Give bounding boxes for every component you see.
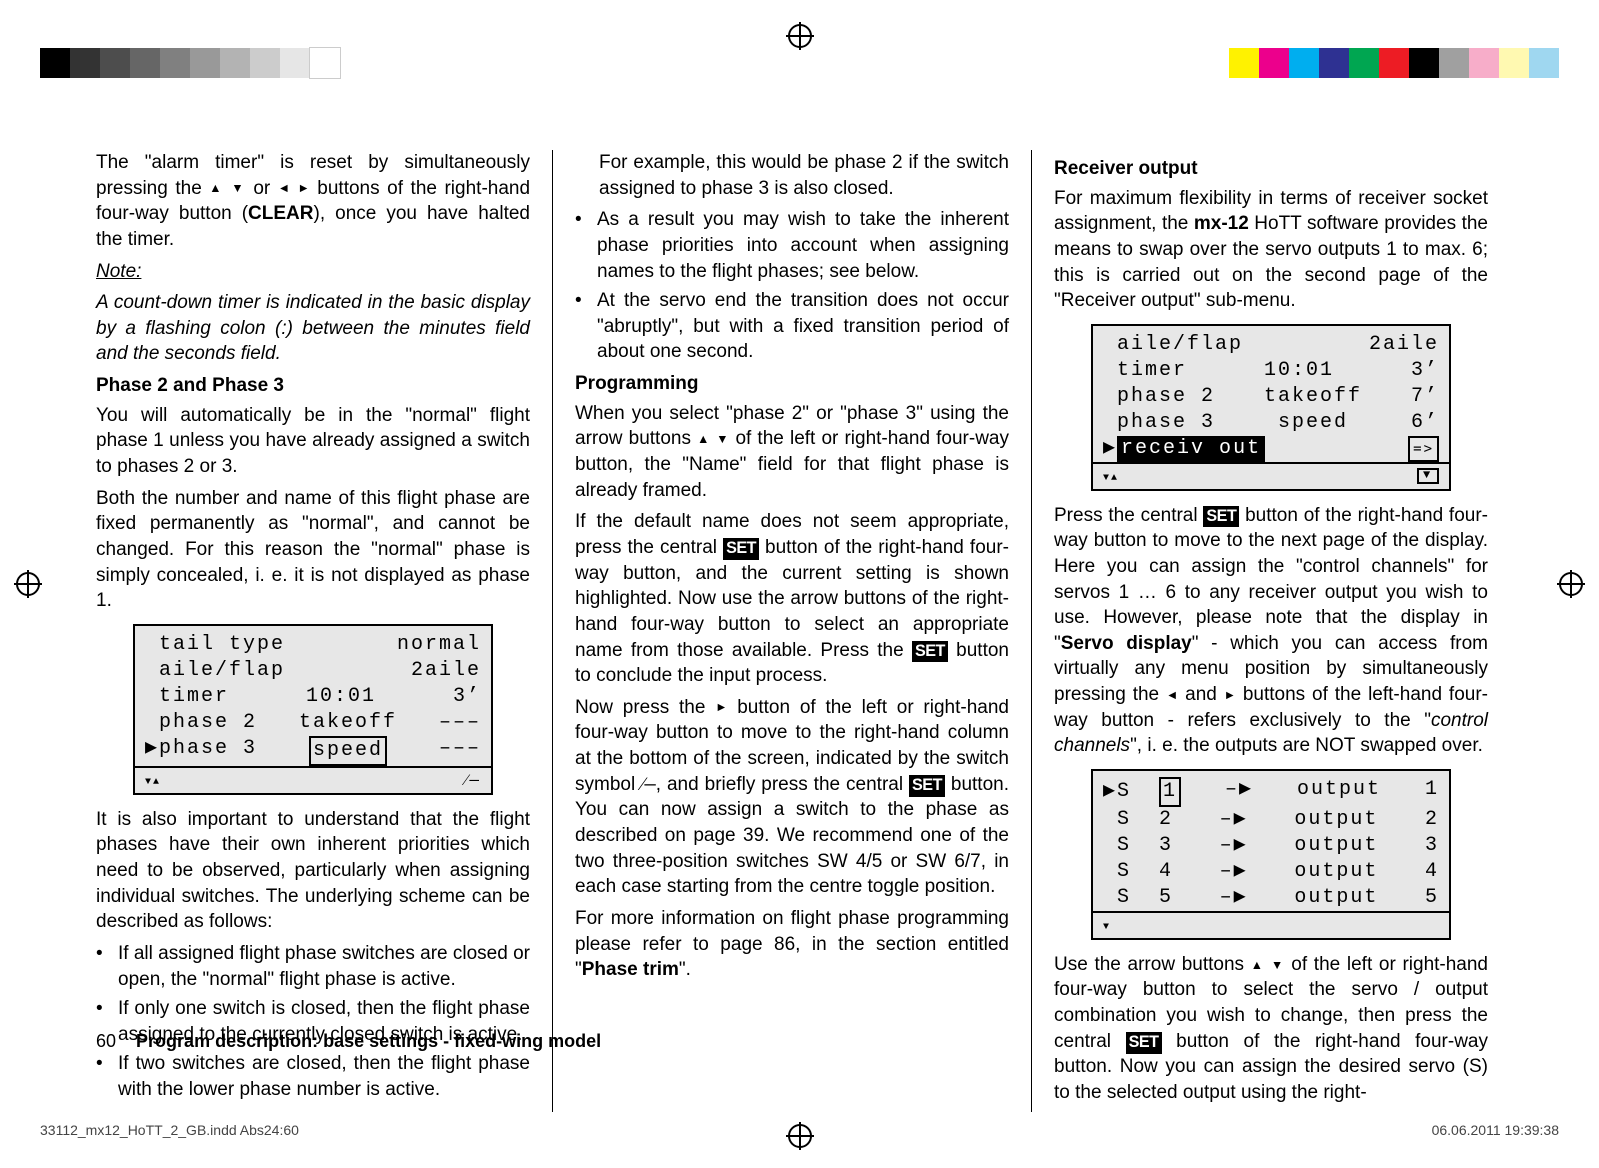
registration-target-left: [16, 572, 40, 596]
switch-symbol-icon: ⁄–: [465, 770, 481, 790]
print-registration-bar: [0, 24, 1599, 54]
receiver-output-heading: Receiver output: [1054, 156, 1488, 182]
swatch: [1379, 48, 1409, 78]
up-icon: [697, 428, 710, 449]
registration-target-bottom: [788, 1124, 812, 1148]
phase-rule-3: If two switches are closed, then the fli…: [118, 1051, 530, 1102]
lcd-display-phases: tail typenormal aile/flap2aile timer10:0…: [133, 624, 493, 795]
swatch: [1259, 48, 1289, 78]
swatch: [280, 48, 310, 78]
col2-continuation: For example, this would be phase 2 if th…: [575, 150, 1009, 201]
lcd-selected-field: speed: [309, 736, 387, 766]
registration-target-right: [1559, 572, 1583, 596]
programming-p2: If the default name does not seem approp…: [575, 509, 1009, 688]
col2-notes-list: As a result you may wish to take the inh…: [575, 207, 1009, 365]
col2-note-1: As a result you may wish to take the inh…: [597, 207, 1009, 284]
swatch: [250, 48, 280, 78]
swatch: [40, 48, 70, 78]
phase-p1: You will automatically be in the "normal…: [96, 403, 530, 480]
lcd-output-row: ▶S 1–▶output1: [1103, 777, 1439, 807]
swatch: [1439, 48, 1469, 78]
down-icon: [716, 428, 729, 449]
column-3: Receiver output For maximum flexibility …: [1031, 150, 1510, 1112]
receiver-output-p3: Use the arrow buttons of the left or rig…: [1054, 952, 1488, 1106]
swatch: [100, 48, 130, 78]
set-button-icon: SET: [909, 775, 945, 797]
swatch: [130, 48, 160, 78]
grayscale-swatches: [40, 48, 340, 83]
page-content: The "alarm timer" is reset by simultaneo…: [90, 150, 1510, 1112]
lcd-display-output-map: ▶S 1–▶output1 S 2–▶output2 S 3–▶output3 …: [1091, 769, 1451, 940]
lcd-display-receiver-menu: aile/flap2aile timer10:013’ phase 2takeo…: [1091, 324, 1451, 491]
lcd-highlighted-row: receiv out: [1117, 436, 1265, 462]
receiver-output-p1: For maximum flexibility in terms of rece…: [1054, 186, 1488, 314]
swatch: [190, 48, 220, 78]
switch-symbol-icon: ⁄–: [641, 773, 656, 795]
note-body: A count-down timer is indicated in the b…: [96, 290, 530, 367]
swatch: [1469, 48, 1499, 78]
right-icon: [298, 178, 310, 199]
swatch: [1349, 48, 1379, 78]
phase-rule-1: If all assigned flight phase switches ar…: [118, 941, 530, 992]
registration-target-top: [788, 24, 812, 48]
page-title: Program description: base settings - fix…: [136, 1031, 601, 1051]
up-icon: [1251, 954, 1265, 975]
swatch: [220, 48, 250, 78]
swatch: [1319, 48, 1349, 78]
column-2: For example, this would be phase 2 if th…: [552, 150, 1031, 1112]
swatch: [70, 48, 100, 78]
swatch: [1409, 48, 1439, 78]
enter-icon: =>: [1408, 436, 1439, 462]
down-icon: [231, 178, 245, 199]
page-number: 60: [96, 1031, 116, 1051]
imprint-timestamp: 06.06.2011 19:39:38: [1432, 1122, 1559, 1138]
lcd-output-row: S 2–▶output2: [1103, 807, 1439, 833]
set-button-icon: SET: [1203, 506, 1239, 528]
right-icon: [1224, 684, 1236, 705]
down-icon: [1271, 954, 1285, 975]
up-icon: [209, 178, 223, 199]
swatch: [1229, 48, 1259, 78]
set-button-icon: SET: [723, 538, 759, 560]
programming-p4: For more information on flight phase pro…: [575, 906, 1009, 983]
swatch: [1499, 48, 1529, 78]
note-label: Note:: [96, 259, 530, 285]
swatch: [1289, 48, 1319, 78]
set-button-icon: SET: [912, 641, 948, 663]
swatch: [1529, 48, 1559, 78]
left-icon: [278, 178, 290, 199]
alarm-timer-text: The "alarm timer" is reset by simultaneo…: [96, 150, 530, 253]
set-button-icon: SET: [1126, 1032, 1162, 1054]
swatch: [160, 48, 190, 78]
receiver-output-p2: Press the central SET button of the righ…: [1054, 503, 1488, 759]
color-swatches: [1229, 48, 1559, 83]
lcd-output-row: S 5–▶output5: [1103, 885, 1439, 911]
col2-note-2: At the servo end the transition does not…: [597, 288, 1009, 365]
lcd-output-row: S 4–▶output4: [1103, 859, 1439, 885]
left-icon: [1166, 684, 1178, 705]
programming-p1: When you select "phase 2" or "phase 3" u…: [575, 401, 1009, 504]
phase-priorities-text: It is also important to understand that …: [96, 807, 530, 935]
lcd-output-row: S 3–▶output3: [1103, 833, 1439, 859]
right-icon: [715, 697, 727, 718]
programming-p3: Now press the button of the left or righ…: [575, 695, 1009, 900]
swatch: [310, 48, 340, 78]
imprint-filename: 33112_mx12_HoTT_2_GB.indd Abs24:60: [40, 1122, 299, 1138]
page-footer: 60 Program description: base settings - …: [96, 1031, 601, 1052]
phase-p2: Both the number and name of this flight …: [96, 486, 530, 614]
download-icon: [1417, 468, 1439, 484]
column-1: The "alarm timer" is reset by simultaneo…: [90, 150, 552, 1112]
programming-heading: Programming: [575, 371, 1009, 397]
phase-heading: Phase 2 and Phase 3: [96, 373, 530, 399]
phase-rules-list: If all assigned flight phase switches ar…: [96, 941, 530, 1103]
